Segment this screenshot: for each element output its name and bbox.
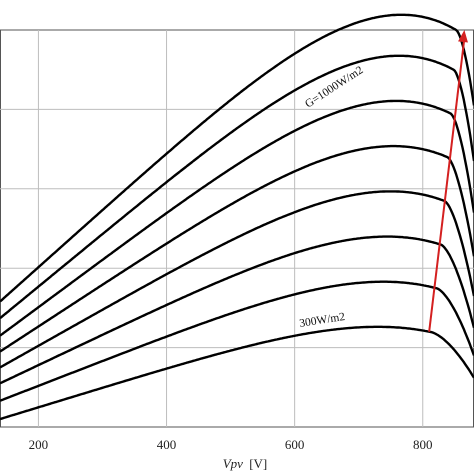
irradiance-curve <box>0 235 474 385</box>
x-tick-label: 800 <box>413 437 433 452</box>
irradiance-curve <box>0 190 474 369</box>
curves <box>0 13 474 421</box>
grid <box>0 29 474 428</box>
x-tick-label: 600 <box>285 437 305 452</box>
x-axis-label-unit: [V] <box>249 456 267 471</box>
x-tick-label: 200 <box>29 437 49 452</box>
plot-frame <box>0 29 474 428</box>
annotation-300: 300W/m2 <box>299 311 347 330</box>
irradiance-curve <box>0 99 474 337</box>
irradiance-curve <box>0 13 474 303</box>
mpp-arrow-shaft <box>428 37 466 332</box>
irradiance-curve <box>0 54 474 320</box>
x-tick-label: 400 <box>157 437 177 452</box>
irradiance-curve <box>0 144 474 353</box>
mppt-arrow <box>428 30 468 332</box>
irradiance-curve <box>0 325 474 421</box>
mpp-arrow-head <box>458 30 468 43</box>
x-tick-labels: 200 400 600 800 <box>29 437 433 452</box>
x-axis-label-var: Vpv <box>223 456 243 471</box>
irradiance-curve <box>0 280 474 402</box>
x-axis-label: Vpv [V] <box>223 456 268 471</box>
